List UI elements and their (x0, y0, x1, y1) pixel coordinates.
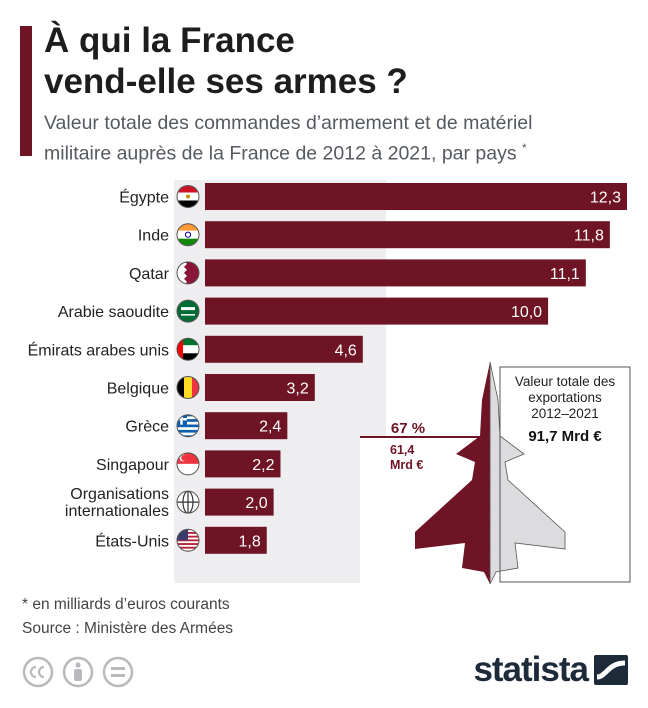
category-label: Arabie saoudite (58, 304, 169, 321)
source-note: Source : Ministère des Armées (22, 620, 234, 637)
bar-row: 3,2 Belgique (107, 374, 315, 401)
bar[interactable] (205, 335, 363, 363)
subtitle-line-2: militaire auprès de la France de 2012 à … (44, 142, 517, 165)
flag-outline (176, 185, 200, 208)
india-flag-icon (177, 223, 199, 246)
category-label: Singapour (96, 457, 170, 474)
category-label: Belgique (107, 381, 169, 398)
title-accent-bar (20, 26, 32, 156)
category-label: Émirats arabes unis (28, 340, 169, 359)
category-label: Qatar (129, 266, 170, 283)
subtitle-line-1: Valeur totale des commandes d’armement e… (44, 112, 533, 134)
no-derivatives-icon[interactable] (102, 656, 134, 688)
bar-value-label: 11,8 (574, 228, 604, 245)
category-label: Égypte (119, 188, 169, 207)
category-label: Inde (138, 228, 169, 245)
flag-outline (176, 337, 200, 361)
jet-silhouette-share (415, 362, 490, 584)
flag-outline (176, 299, 200, 323)
bar-value-label: 2,4 (259, 419, 281, 436)
flag-outline (176, 414, 200, 438)
flag-outline (176, 376, 200, 399)
bar-value-label: 2,2 (252, 457, 274, 474)
bar-row: 10,0 Arabie saoudite (58, 297, 549, 325)
subtitle-footnote-mark: * (522, 141, 527, 155)
flag-outline (176, 223, 200, 247)
total-value-label: 91,7 Mrd € (528, 428, 602, 445)
creative-commons-icon[interactable] (22, 656, 54, 688)
bar-row: 12,3 Égypte (119, 183, 627, 210)
bar[interactable] (205, 412, 288, 440)
flag-outline (176, 528, 200, 552)
attribution-icon[interactable] (62, 656, 94, 688)
bar-row: 2,2 Singapour (96, 450, 281, 478)
category-label: États-Unis (95, 531, 169, 550)
bar-row: 4,6 Émirats arabes unis (28, 335, 363, 363)
bar[interactable] (205, 259, 586, 287)
title-line-2: vend-elle ses armes ? (44, 62, 408, 101)
bar[interactable] (205, 183, 627, 210)
total-box-outline (499, 366, 631, 583)
subtitle: Valeur totale des commandes d’armement e… (44, 111, 634, 167)
saudi-flag-icon (177, 300, 199, 323)
bar[interactable] (205, 488, 274, 516)
usa-flag-icon (177, 529, 199, 552)
statista-wordmark: statista (473, 650, 589, 689)
singapore-flag-icon (177, 452, 199, 475)
egypt-flag-icon (177, 185, 199, 208)
footnote: * en milliards d’euros courants (22, 596, 230, 613)
bar-value-label: 3,2 (287, 381, 309, 398)
total-exports-annotation: 67 % 61,4 Mrd € Valeur totale des export… (360, 361, 631, 585)
category-label: Organisations (70, 486, 169, 503)
bar[interactable] (205, 221, 610, 249)
bar[interactable] (205, 450, 281, 478)
total-label-line-1: Valeur totale des (515, 374, 616, 389)
bar-value-label: 11,1 (550, 266, 580, 283)
bar[interactable] (205, 526, 267, 554)
subtotal-unit-label: Mrd € (390, 458, 423, 472)
bar[interactable] (205, 374, 315, 401)
greece-flag-icon (177, 414, 199, 437)
bar-row: 1,8 États-Unis (95, 526, 267, 554)
flag-outline (176, 261, 200, 285)
title-line-1: À qui la France (44, 21, 295, 60)
bar-value-label: 12,3 (590, 190, 621, 207)
bar-value-label: 2,0 (245, 495, 267, 512)
bar-row: 11,1 Qatar (129, 259, 586, 287)
bar[interactable] (205, 297, 549, 325)
bar-value-label: 1,8 (239, 533, 261, 550)
belgium-flag-icon (177, 376, 199, 399)
total-label-line-3: 2012–2021 (531, 406, 599, 421)
flag-outline (176, 452, 200, 476)
category-label: Grèce (125, 419, 169, 436)
bar-row: 2,4 Grèce (125, 412, 288, 440)
bar-value-label: 4,6 (335, 342, 357, 359)
bar-value-label: 10,0 (511, 304, 542, 321)
share-label: 67 % (391, 420, 425, 437)
globe-icon (177, 491, 199, 514)
bar-row: 11,8 Inde (138, 221, 610, 249)
page-title: À qui la France vend-elle ses armes ? (44, 20, 408, 102)
category-label: internationales (65, 503, 169, 520)
statista-logo[interactable]: statista (473, 650, 628, 690)
flag-outline (176, 490, 200, 514)
subtotal-value-label: 61,4 (390, 443, 414, 457)
uae-flag-icon (177, 338, 199, 361)
statista-logo-icon (594, 655, 628, 685)
license-icons (22, 656, 134, 688)
total-label-line-2: exportations (528, 390, 602, 405)
